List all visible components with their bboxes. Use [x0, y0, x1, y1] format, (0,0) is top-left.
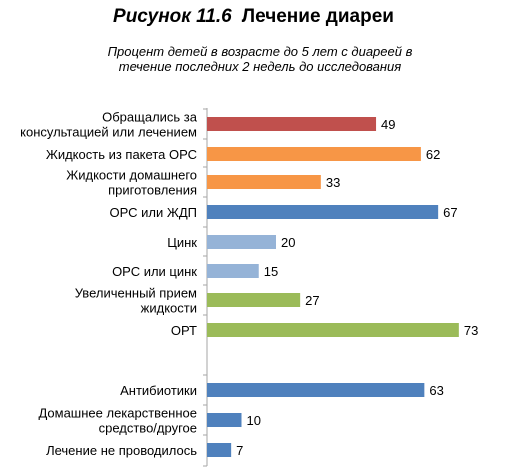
data-label: 20 — [281, 235, 295, 250]
bar — [207, 147, 421, 161]
figure-title: Рисунок 11.6 Лечение диареи — [0, 6, 507, 28]
category-label: Цинк — [167, 235, 197, 250]
bar — [207, 264, 259, 278]
data-label: 67 — [443, 205, 457, 220]
category-label: Увеличенный прием — [75, 286, 197, 301]
category-label: Жидкость из пакета ОРС — [46, 147, 197, 162]
data-label: 63 — [429, 383, 443, 398]
bar — [207, 383, 425, 397]
bar — [207, 235, 276, 249]
bar — [207, 443, 232, 457]
data-label: 7 — [236, 443, 243, 458]
category-label: Жидкости домашнего — [66, 168, 197, 183]
figure-number: Рисунок 11.6 — [113, 6, 232, 27]
category-label: Лечение не проводилось — [46, 443, 197, 458]
category-label: Обращались за — [102, 110, 198, 125]
data-label: 10 — [247, 413, 261, 428]
category-label: ОРТ — [171, 323, 197, 338]
bar — [207, 413, 242, 427]
category-label: Антибиотики — [120, 383, 197, 398]
bar — [207, 323, 459, 337]
data-label: 49 — [381, 117, 395, 132]
category-label: консультацией или лечением — [20, 125, 197, 140]
category-label: ОРС или цинк — [112, 264, 197, 279]
data-label: 73 — [464, 323, 478, 338]
data-label: 15 — [264, 264, 278, 279]
category-label: средство/другое — [99, 421, 197, 436]
category-label: жидкости — [141, 301, 197, 316]
bar — [207, 205, 439, 219]
data-label: 62 — [426, 147, 440, 162]
category-label: ОРС или ЖДП — [109, 205, 197, 220]
figure-subtitle: Процент детей в возрасте до 5 лет с диар… — [40, 44, 480, 74]
data-label: 27 — [305, 293, 319, 308]
bar — [207, 175, 321, 189]
bar — [207, 293, 301, 307]
category-label: Домашнее лекарственное — [38, 406, 197, 421]
bar — [207, 117, 377, 131]
figure-title-text: Лечение диареи — [241, 6, 394, 27]
data-label: 33 — [326, 175, 340, 190]
subtitle-line-1: Процент детей в возрасте до 5 лет с диар… — [107, 44, 413, 59]
subtitle-line-2: течение последних 2 недель до исследован… — [118, 59, 402, 74]
category-label: приготовления — [108, 183, 197, 198]
